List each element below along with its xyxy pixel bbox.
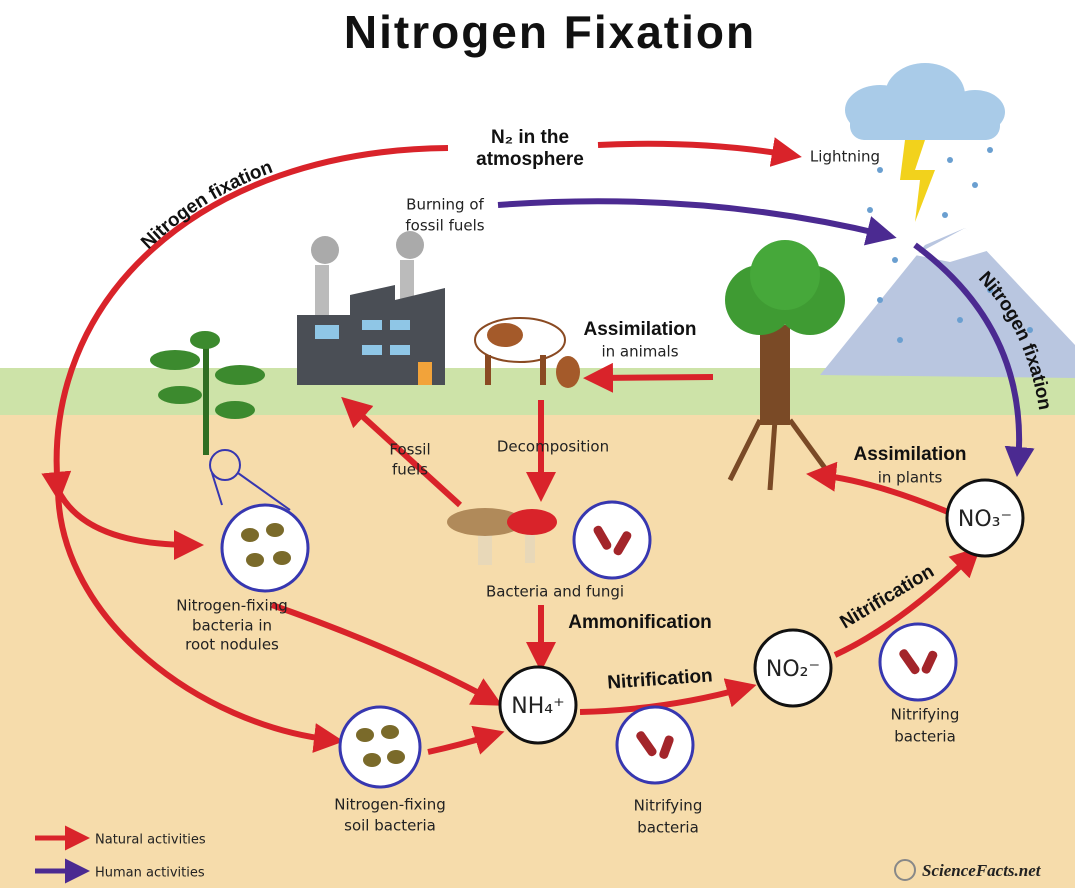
label: fuels <box>392 461 428 479</box>
labels-part: Nitrogen fixation <box>137 157 275 254</box>
cow-part <box>540 355 546 385</box>
cloud-part <box>850 110 1000 140</box>
legend-label: Human activities <box>95 866 205 881</box>
bacteria-circles-part <box>880 624 956 700</box>
factory-part <box>396 231 424 259</box>
label: Nitrifying <box>634 797 703 815</box>
label: fossil fuels <box>405 217 484 235</box>
label: Fossil <box>389 441 430 459</box>
label: in plants <box>878 469 943 487</box>
bacteria-circles-part-part <box>363 753 381 767</box>
rain-part <box>957 317 963 323</box>
curved-label: Nitrogen fixation <box>137 157 275 254</box>
bacteria-circles-part-part <box>273 551 291 565</box>
rain-part <box>942 212 948 218</box>
label: ScienceFacts.net <box>922 861 1042 880</box>
rain-part <box>867 207 873 213</box>
plant-part <box>215 365 265 385</box>
factory-part <box>390 320 410 330</box>
bacteria-circles-part <box>574 502 650 578</box>
diagram: Nitrogen Fixation NH₄⁺ NO₂⁻ NO₃⁻ N₂ in t… <box>0 0 1075 888</box>
label: Assimilation <box>584 319 697 340</box>
plant-part <box>203 340 209 455</box>
label: bacteria <box>894 728 956 746</box>
bacteria-circles-part-part <box>381 725 399 739</box>
node-label: NO₂⁻ <box>766 657 820 682</box>
bacteria-circles-part-part <box>356 728 374 742</box>
arrows-part <box>598 144 790 155</box>
rain-part <box>972 182 978 188</box>
label: root nodules <box>185 636 279 654</box>
factory <box>297 231 445 385</box>
factory-part <box>362 345 382 355</box>
legend-label: Natural activities <box>95 833 206 848</box>
label: Decomposition <box>497 438 609 456</box>
label: N₂ in the <box>491 127 569 148</box>
rain-part <box>877 167 883 173</box>
plant-part <box>158 386 202 404</box>
label: atmosphere <box>476 149 584 170</box>
factory-part <box>362 320 382 330</box>
factory-part <box>418 362 432 385</box>
label: Burning of <box>406 196 484 214</box>
cow-part <box>487 323 523 347</box>
label: in animals <box>601 343 678 361</box>
plant-part <box>190 331 220 349</box>
node-label: NO₃⁻ <box>958 507 1012 532</box>
bacteria-circles-part-part <box>387 750 405 764</box>
label: bacteria in <box>192 617 272 635</box>
title: Nitrogen Fixation <box>344 6 756 58</box>
arrows-part <box>498 201 885 235</box>
factory-part <box>315 325 339 339</box>
label: Bacteria and fungi <box>486 583 624 601</box>
bacteria-circles-part <box>617 707 693 783</box>
bacteria-circles-part <box>340 707 420 787</box>
plant-part <box>215 401 255 419</box>
label: Lightning <box>810 148 880 166</box>
bacteria-circles-part <box>222 505 308 591</box>
bacteria-circles-part-part <box>246 553 264 567</box>
rain-part <box>947 157 953 163</box>
arrows-part <box>595 377 713 378</box>
label: Assimilation <box>854 444 967 465</box>
rain-part <box>897 337 903 343</box>
cow-part <box>485 355 491 385</box>
label: Ammonification <box>568 612 712 633</box>
factory-part <box>311 236 339 264</box>
node-label: NH₄⁺ <box>511 694 564 719</box>
tree-part <box>750 240 820 310</box>
rain-part <box>987 147 993 153</box>
rain-part <box>892 257 898 263</box>
factory-part <box>390 345 410 355</box>
label: Nitrogen-fixing <box>176 597 287 615</box>
bacteria-circles-part-part <box>241 528 259 542</box>
plant-part <box>150 350 200 370</box>
factory-part <box>315 265 329 315</box>
tree-part <box>760 325 790 425</box>
label: soil bacteria <box>344 817 436 835</box>
label: bacteria <box>637 819 699 837</box>
mushrooms-part <box>507 509 557 535</box>
cloud-part <box>900 140 935 222</box>
cow-part <box>556 356 580 388</box>
label: Nitrifying <box>891 706 960 724</box>
rain-part <box>877 297 883 303</box>
label: Nitrogen-fixing <box>334 796 445 814</box>
bacteria-circles-part-part <box>266 523 284 537</box>
cloud <box>845 63 1005 222</box>
